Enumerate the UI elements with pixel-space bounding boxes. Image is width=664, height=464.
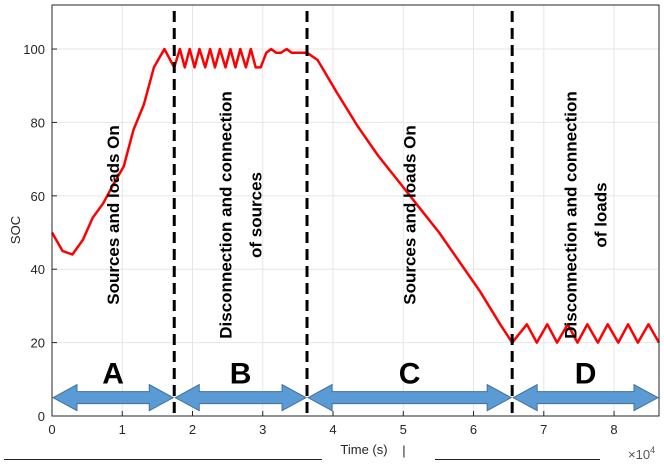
- y-tick-label: 80: [31, 115, 45, 130]
- series-group: [50, 47, 661, 344]
- x-tick-label: 8: [610, 422, 617, 437]
- region-letter: B: [230, 358, 252, 391]
- x-exponent-label: ×104: [628, 445, 655, 462]
- y-tick-label: 60: [31, 189, 45, 204]
- region-labels: Sources and loads On A Disconnection and c…: [102, 91, 610, 390]
- region-label: of sources: [247, 172, 266, 258]
- region-arrow: [306, 383, 513, 412]
- x-tick-label: 4: [329, 422, 336, 437]
- x-tick-label: 6: [470, 422, 477, 437]
- x-tick-label: 2: [189, 422, 196, 437]
- region-label: Disconnection and connection: [217, 91, 236, 338]
- soc-line: [50, 47, 661, 344]
- footer-rule-right: [435, 459, 600, 460]
- y-tick-label: 40: [31, 262, 45, 277]
- x-axis-label: Time (s): [340, 442, 387, 457]
- separator-mark: |: [402, 443, 405, 458]
- y-tick-label: 100: [23, 42, 45, 57]
- region-label: Disconnection and connection: [562, 91, 581, 338]
- region-arrows: [51, 383, 660, 412]
- y-tick-label: 20: [31, 336, 45, 351]
- region-letter: D: [575, 358, 597, 391]
- axes-box: [51, 4, 660, 417]
- region-label: Sources and loads On: [104, 125, 123, 305]
- region-label: of loads: [592, 182, 611, 247]
- region-letter: A: [102, 358, 124, 391]
- footer-rule-left: [4, 459, 322, 460]
- region-arrow: [51, 383, 175, 412]
- region-arrow: [512, 383, 660, 412]
- region-arrow: [174, 383, 308, 412]
- x-tick-label: 1: [119, 422, 126, 437]
- y-tick-label: 0: [38, 409, 45, 424]
- region-letter: C: [399, 358, 421, 391]
- x-tick-label: 5: [400, 422, 407, 437]
- x-tick-label: 3: [259, 422, 266, 437]
- region-label: Sources and loads On: [401, 125, 420, 305]
- y-axis-label: SOC: [8, 216, 23, 244]
- x-tick-label: 7: [540, 422, 547, 437]
- x-tick-label: 0: [48, 422, 55, 437]
